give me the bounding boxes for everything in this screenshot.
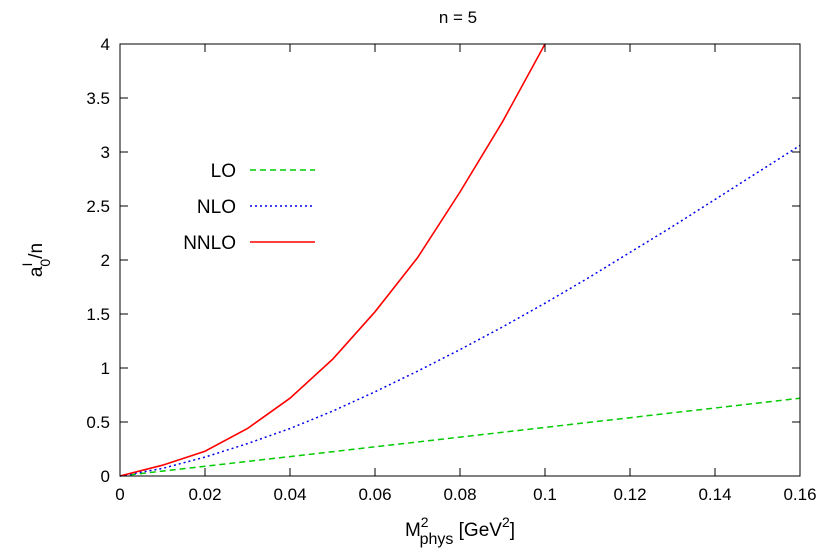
- y-tick-label: 0.5: [86, 413, 110, 432]
- x-tick-label: 0.08: [443, 485, 476, 504]
- x-tick-label: 0: [115, 485, 124, 504]
- legend: LO NLO NNLO: [183, 161, 315, 254]
- y-tick-label: 4: [101, 35, 110, 54]
- plot-frame: [119, 43, 801, 477]
- y-tick-label: 1.5: [86, 305, 110, 324]
- x-axis-label-sub: phys: [420, 531, 454, 548]
- x-axis-label-unit-sup: 2: [502, 514, 510, 530]
- y-axis-label-sub: 0: [37, 259, 53, 267]
- x-tick-label: 0.02: [188, 485, 221, 504]
- x-tick-label: 0.1: [533, 485, 557, 504]
- y-axis: 0 0.5 1 1.5 2 2.5 3 3.5 4: [86, 35, 800, 486]
- x-tick-label: 0.14: [698, 485, 731, 504]
- chart-title: n = 5: [439, 8, 477, 27]
- y-tick-label: 0: [101, 467, 110, 486]
- y-axis-label-base: a: [26, 266, 47, 277]
- y-tick-label: 2: [101, 251, 110, 270]
- x-tick-label: 0.04: [273, 485, 306, 504]
- y-tick-label: 3.5: [86, 89, 110, 108]
- y-axis-label-tail: /n: [26, 243, 47, 259]
- y-tick-label: 2.5: [86, 197, 110, 216]
- x-axis-label-base: M: [405, 520, 421, 541]
- x-axis-label: M2 phys [GeV2]: [405, 514, 515, 548]
- x-tick-label: 0.06: [358, 485, 391, 504]
- x-axis-label-unit-close: ]: [510, 520, 515, 541]
- x-axis: 0 0.02 0.04 0.06 0.08 0.1 0.12 0.14 0.16: [115, 44, 817, 504]
- series-line-lo: [119, 397, 801, 477]
- y-tick-label: 3: [101, 143, 110, 162]
- x-axis-label-unit-open: [GeV: [453, 520, 502, 541]
- legend-label-nlo: NLO: [197, 197, 236, 218]
- y-axis-label: aI 0/n: [19, 243, 53, 277]
- legend-label-lo: LO: [211, 161, 236, 182]
- series-line-nlo: [119, 144, 801, 477]
- x-axis-label-sup: 2: [421, 514, 429, 530]
- y-axis-label-sup: I: [19, 263, 35, 267]
- x-tick-label: 0.16: [783, 485, 816, 504]
- plot-lines: [119, 43, 801, 477]
- legend-label-nnlo: NNLO: [183, 233, 236, 254]
- y-tick-label: 1: [101, 359, 110, 378]
- series-line-nnlo: [119, 43, 546, 477]
- x-tick-label: 0.12: [613, 485, 646, 504]
